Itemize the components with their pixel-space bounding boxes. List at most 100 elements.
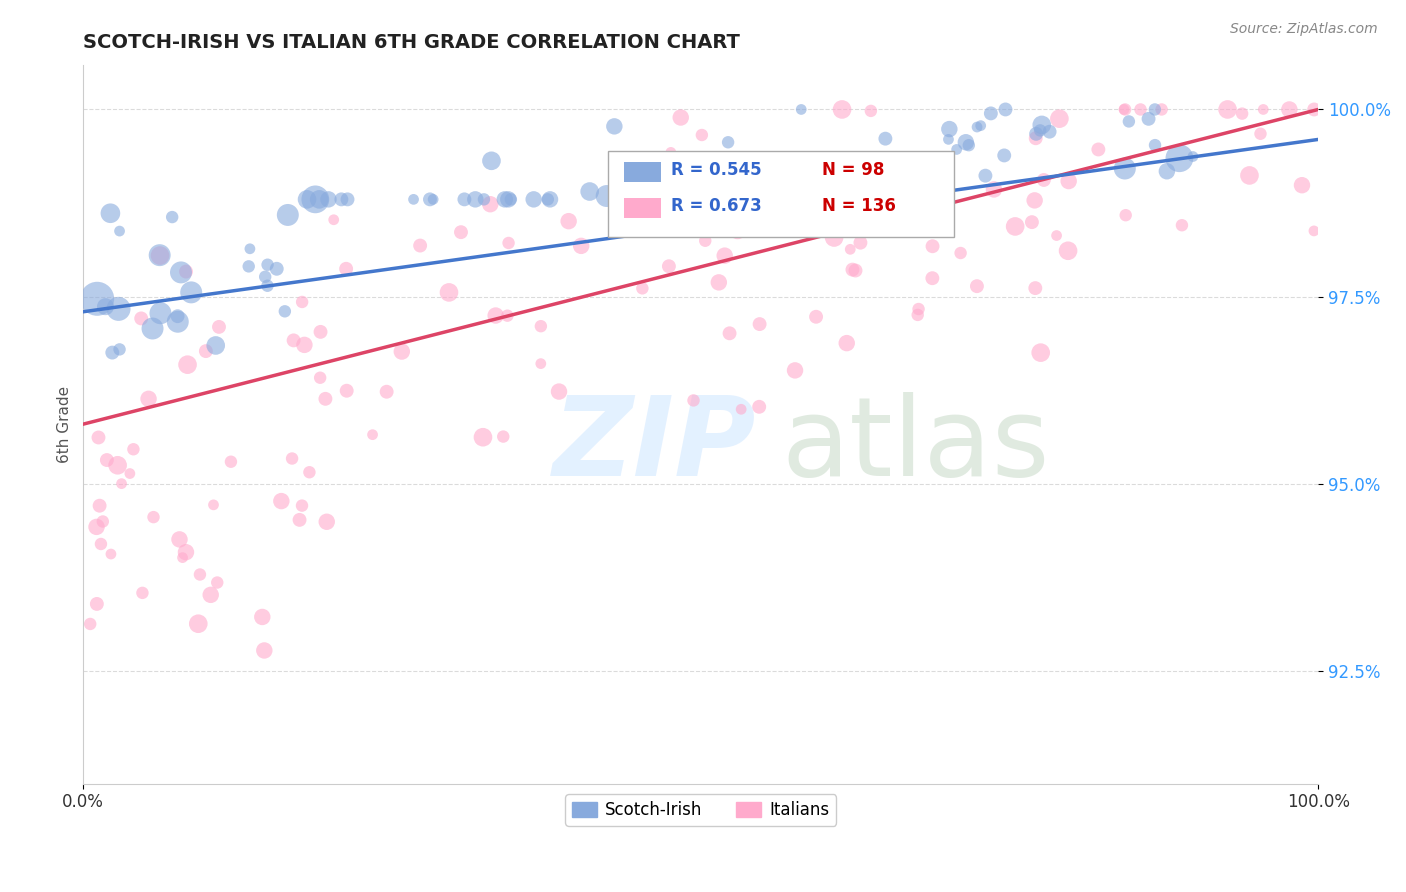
Point bbox=[422, 192, 444, 206]
Point bbox=[1181, 149, 1204, 163]
Point bbox=[1029, 345, 1052, 359]
Point bbox=[131, 586, 153, 600]
Point bbox=[149, 248, 172, 262]
Point bbox=[1114, 161, 1136, 176]
Point bbox=[929, 183, 952, 197]
Point bbox=[783, 363, 806, 377]
Point bbox=[335, 261, 357, 276]
Point bbox=[690, 128, 713, 142]
Point bbox=[776, 192, 799, 206]
Point bbox=[309, 325, 332, 339]
Text: SCOTCH-IRISH VS ITALIAN 6TH GRADE CORRELATION CHART: SCOTCH-IRISH VS ITALIAN 6TH GRADE CORREL… bbox=[83, 33, 740, 52]
Point bbox=[849, 235, 872, 250]
Point bbox=[274, 304, 297, 318]
Point bbox=[492, 429, 515, 443]
Point bbox=[921, 271, 943, 285]
Point bbox=[204, 338, 226, 352]
Point bbox=[472, 192, 495, 206]
Point bbox=[254, 269, 277, 284]
Point bbox=[176, 358, 198, 372]
Point bbox=[1303, 224, 1326, 238]
Point bbox=[238, 260, 260, 274]
Point bbox=[921, 239, 943, 253]
Point bbox=[841, 262, 863, 277]
Point bbox=[322, 212, 344, 227]
Point bbox=[1250, 127, 1272, 141]
Point bbox=[391, 344, 413, 359]
Point bbox=[875, 131, 897, 145]
Point bbox=[1024, 194, 1046, 208]
Point bbox=[1168, 151, 1191, 165]
Point bbox=[172, 550, 194, 565]
Point bbox=[831, 103, 853, 117]
Point bbox=[1137, 112, 1160, 126]
Point bbox=[479, 197, 502, 211]
Point bbox=[928, 171, 950, 186]
Point bbox=[804, 310, 827, 324]
Point bbox=[742, 175, 765, 189]
Point bbox=[200, 588, 222, 602]
Point bbox=[122, 442, 145, 457]
Point bbox=[160, 210, 183, 224]
Point bbox=[129, 311, 152, 326]
Point bbox=[142, 510, 165, 524]
Point bbox=[1216, 103, 1239, 117]
Point bbox=[1025, 127, 1047, 141]
Point bbox=[110, 476, 132, 491]
Point bbox=[86, 520, 108, 534]
Text: Source: ZipAtlas.com: Source: ZipAtlas.com bbox=[1230, 22, 1378, 37]
Point bbox=[907, 308, 929, 322]
Point bbox=[1025, 131, 1047, 145]
Legend: Scotch-Irish, Italians: Scotch-Irish, Italians bbox=[565, 795, 837, 826]
Point bbox=[96, 453, 118, 467]
Point bbox=[207, 575, 229, 590]
Point bbox=[994, 103, 1017, 117]
Point bbox=[485, 309, 508, 323]
Point bbox=[938, 132, 960, 146]
Point bbox=[174, 264, 197, 278]
Point bbox=[437, 285, 460, 300]
Point bbox=[91, 515, 114, 529]
Point bbox=[188, 567, 211, 582]
Point bbox=[844, 263, 866, 277]
Bar bbox=[624, 161, 661, 182]
Point bbox=[294, 338, 316, 352]
Point bbox=[530, 357, 553, 371]
Point bbox=[1031, 118, 1053, 132]
Point bbox=[464, 192, 486, 206]
Point bbox=[270, 494, 292, 508]
Point bbox=[288, 513, 311, 527]
Point bbox=[86, 597, 108, 611]
Point bbox=[1278, 103, 1301, 117]
Point bbox=[402, 192, 425, 206]
Text: R = 0.673: R = 0.673 bbox=[671, 197, 762, 215]
Point bbox=[718, 326, 741, 341]
Point bbox=[810, 192, 832, 206]
Point bbox=[859, 103, 882, 118]
Point bbox=[283, 334, 305, 348]
Point bbox=[107, 301, 129, 316]
Point bbox=[498, 235, 520, 250]
Point bbox=[695, 234, 717, 248]
Point bbox=[375, 384, 398, 399]
Point bbox=[304, 192, 326, 206]
Point bbox=[682, 393, 704, 408]
Point bbox=[194, 344, 217, 359]
Point bbox=[166, 309, 188, 323]
Point bbox=[966, 279, 988, 293]
Point bbox=[970, 119, 993, 133]
Point bbox=[631, 281, 654, 295]
Point bbox=[966, 120, 988, 134]
Point bbox=[569, 239, 592, 253]
Point bbox=[1115, 208, 1137, 222]
Point bbox=[766, 169, 789, 183]
Point bbox=[907, 301, 929, 316]
Point bbox=[1087, 143, 1109, 157]
Point bbox=[298, 465, 321, 479]
Point bbox=[914, 164, 936, 178]
Point bbox=[86, 292, 108, 306]
Point bbox=[419, 192, 441, 206]
Point bbox=[761, 188, 783, 202]
Point bbox=[957, 138, 980, 153]
Point bbox=[100, 206, 122, 220]
